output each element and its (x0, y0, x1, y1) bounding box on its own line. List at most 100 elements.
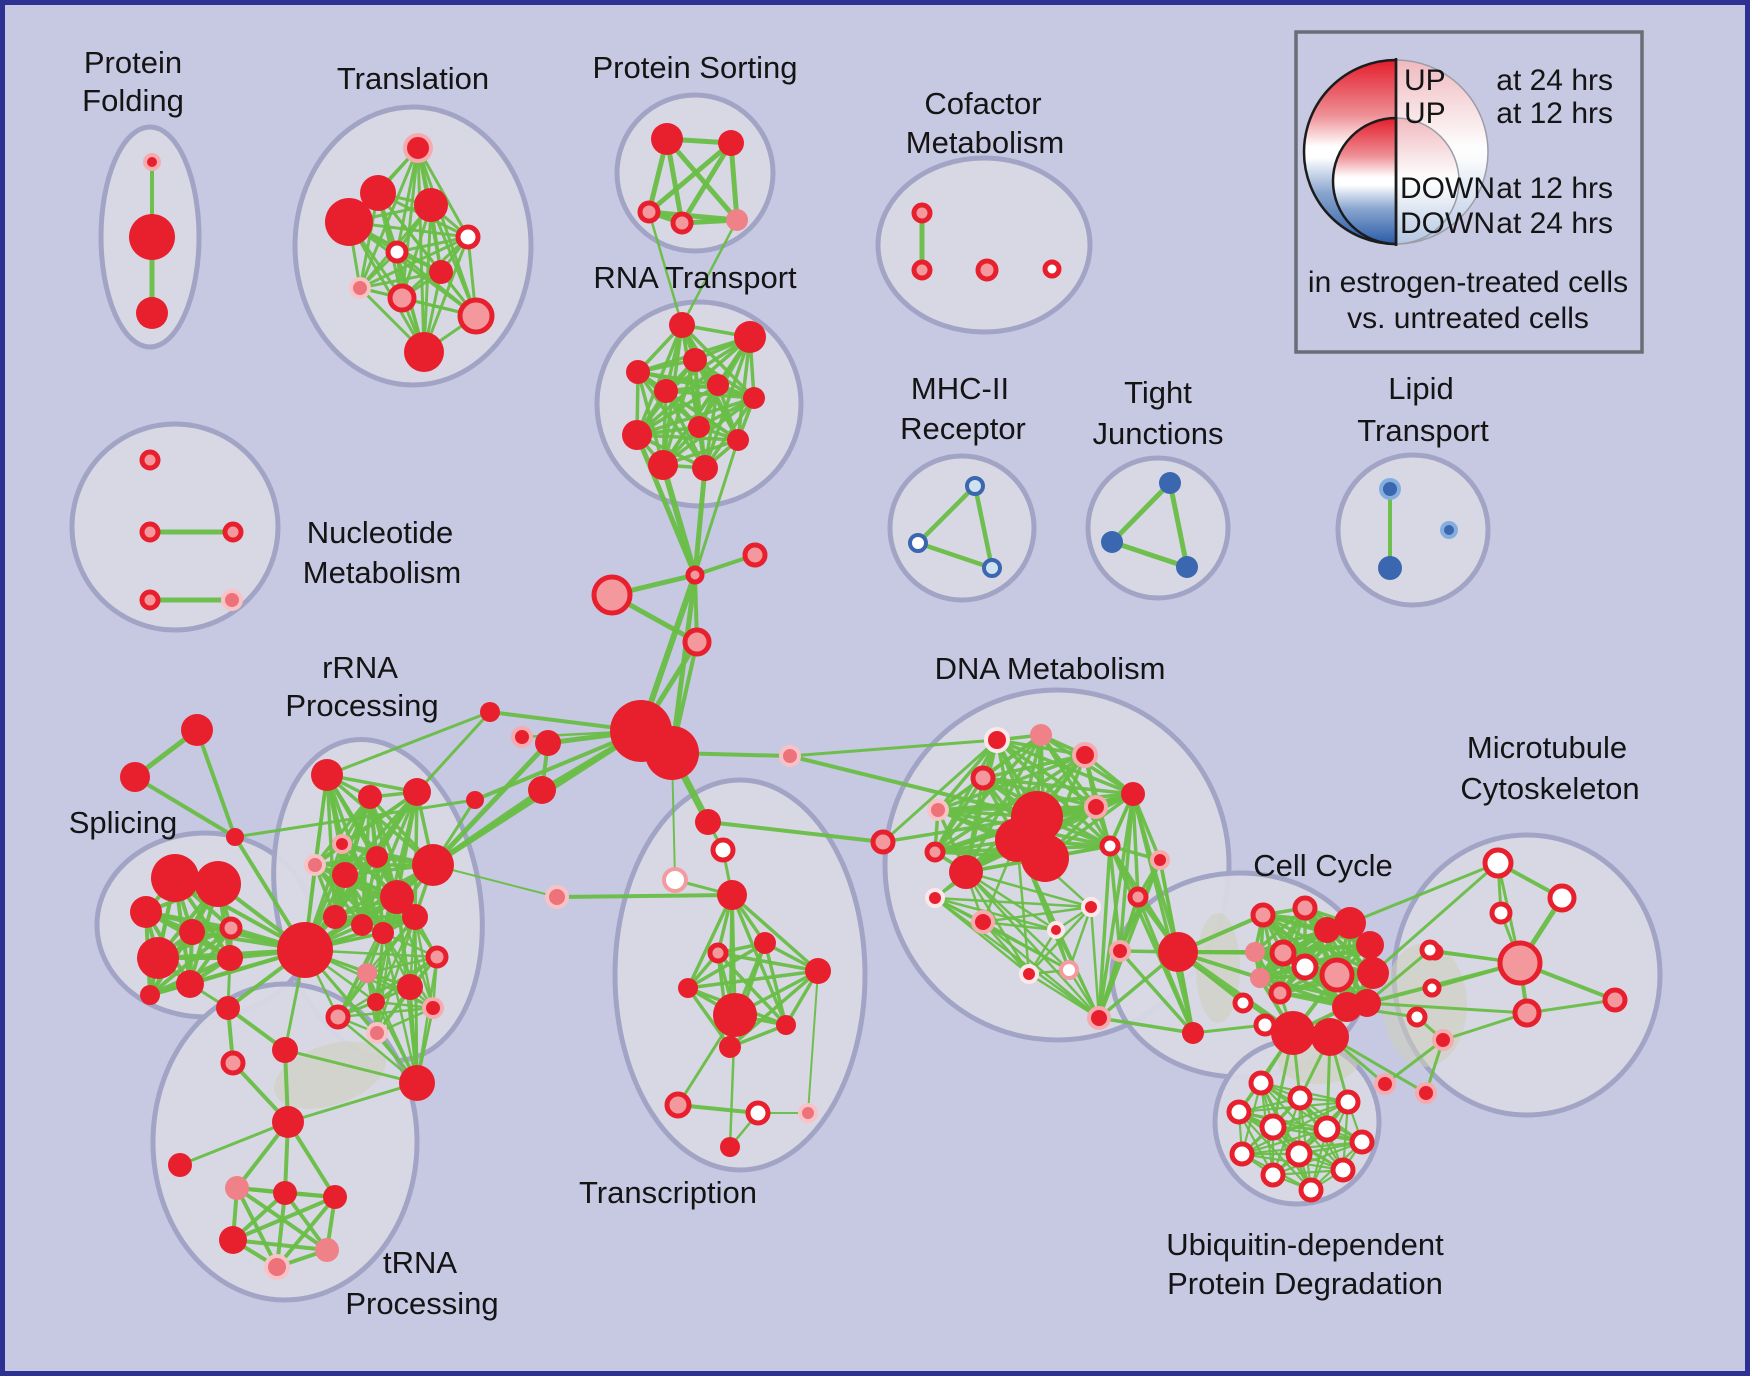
network-edge (915, 540, 995, 571)
network-node-mt0 (1482, 847, 1514, 879)
network-edge (336, 915, 417, 1019)
network-edge (1371, 861, 1500, 975)
network-node-dn17 (1081, 897, 1101, 917)
network-node-tn5 (225, 1176, 249, 1200)
network-edge (1131, 792, 1140, 899)
network-edge (365, 955, 439, 975)
cluster-label-lipid-transport-0: Lipid (1388, 371, 1454, 406)
legend-down12-dir: DOWN (1400, 172, 1495, 205)
network-edge (660, 462, 698, 578)
cluster-label-tight-junctions-1: Junctions (1093, 416, 1224, 451)
network-edge (686, 893, 734, 990)
network-node-cc7 (1291, 953, 1319, 981)
network-node-dn8 (924, 841, 946, 863)
network-edge (325, 710, 492, 777)
cluster-label-cofactor-metabolism-1: Metabolism (906, 125, 1065, 160)
network-node-dn5 (1084, 795, 1108, 819)
network-node-rt4 (654, 379, 678, 403)
network-node-pf1 (129, 214, 175, 260)
network-edge (555, 893, 734, 899)
network-node-tr7 (349, 277, 371, 299)
cluster-label-trna-processing-0: tRNA (383, 1245, 457, 1280)
network-node-dn21 (1059, 960, 1079, 980)
network-node-tx1 (710, 837, 736, 863)
network-node-cc16 (1271, 1011, 1315, 1055)
legend-up24-time: at 24 hrs (1496, 64, 1613, 97)
network-node-dn15 (925, 888, 945, 908)
network-node-sp0 (151, 854, 199, 902)
network-edge (693, 438, 740, 577)
network-node-tt1 (1101, 531, 1123, 553)
network-node-n0 (139, 449, 161, 471)
network-node-sp6 (217, 945, 243, 971)
network-node-tr1 (360, 175, 396, 211)
network-node-cc3 (1334, 907, 1366, 939)
network-edge (1525, 998, 1617, 1015)
network-edge (788, 754, 1039, 819)
network-node-tx4 (545, 885, 569, 909)
network-node-tx3 (717, 880, 747, 910)
network-edge (703, 396, 756, 470)
network-edge (195, 728, 237, 839)
network-edge (981, 753, 1087, 780)
network-edge (933, 896, 1058, 932)
network-node-rt3 (683, 348, 707, 372)
network-node-dn13 (1099, 835, 1121, 857)
network-node-cc6 (1269, 939, 1297, 967)
network-node-rr2 (403, 778, 431, 806)
network-edge (964, 870, 1058, 932)
network-node-rt8 (688, 416, 710, 438)
network-node-cc5 (1245, 942, 1265, 962)
legend-caption-line1: in estrogen-treated cells (1308, 266, 1628, 299)
network-edge (1383, 1038, 1445, 1086)
cluster-label-protein-folding-1: Folding (82, 83, 184, 118)
network-node-mt7 (1512, 998, 1542, 1028)
network-node-tx0 (695, 809, 721, 835)
network-node-cc12 (1232, 992, 1254, 1014)
network-edge (686, 986, 732, 1049)
network-node-br0 (779, 745, 801, 767)
network-edge (360, 855, 379, 927)
network-node-ub6 (1349, 1129, 1375, 1155)
network-node-mt10 (1415, 1082, 1437, 1104)
cluster-label-rna-transport-0: RNA Transport (593, 260, 797, 295)
network-node-n4 (221, 589, 243, 611)
network-edge (981, 905, 1093, 924)
network-node-dn19 (1109, 940, 1131, 962)
network-node-tx6 (707, 942, 729, 964)
network-node-tn1 (220, 1050, 246, 1076)
cluster-label-protein-sorting-0: Protein Sorting (592, 50, 797, 85)
network-edge (981, 920, 1101, 1020)
network-node-tn0 (216, 996, 240, 1020)
network-node-dn18 (1047, 921, 1065, 939)
network-node-tr6 (429, 260, 453, 284)
network-edge (1097, 844, 1112, 1020)
network-node-c2 (975, 258, 999, 282)
cluster-bubble-cofactor-metabolism (875, 155, 1093, 335)
cluster-label-rrna-processing-1: Processing (285, 688, 438, 723)
network-edge (807, 970, 819, 1114)
network-edge (964, 870, 1101, 1020)
network-node-H1 (645, 726, 699, 780)
network-edge (1365, 1001, 1529, 1015)
network-edge (679, 140, 734, 226)
network-node-tn8 (219, 1226, 247, 1254)
network-node-dn12 (949, 855, 983, 889)
network-node-tx11 (776, 1015, 796, 1035)
network-node-tx10 (805, 958, 831, 984)
network-node-ub10 (1260, 1162, 1286, 1188)
network-edge (680, 323, 756, 400)
network-node-tx2 (662, 867, 688, 893)
network-node-tr5 (385, 240, 409, 264)
network-node-cc8 (1319, 957, 1355, 993)
network-edge (1441, 1011, 1529, 1042)
network-node-cc15 (1353, 989, 1381, 1017)
legend-up24-dir: UP (1404, 64, 1446, 97)
network-nodes (120, 123, 1628, 1280)
network-node-sp7 (176, 970, 204, 998)
legend-caption-line2: vs. untreated cells (1347, 302, 1589, 335)
network-node-cc2 (1314, 917, 1340, 943)
